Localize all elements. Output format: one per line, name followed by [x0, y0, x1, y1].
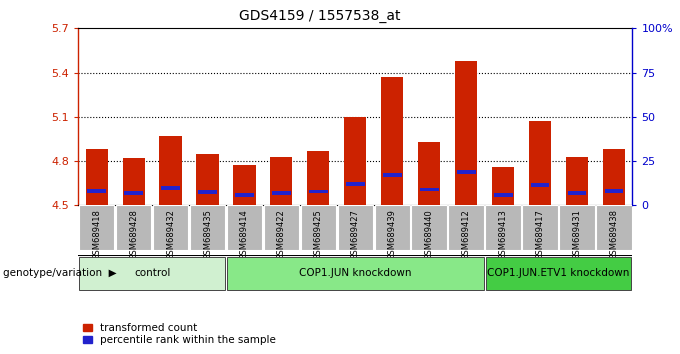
Text: GSM689431: GSM689431 [573, 209, 581, 260]
Bar [346, 182, 364, 186]
Text: GSM689439: GSM689439 [388, 209, 396, 260]
Bar [122, 158, 145, 205]
Bar [383, 173, 402, 177]
Bar [87, 189, 106, 193]
Text: GSM689412: GSM689412 [462, 209, 471, 259]
FancyBboxPatch shape [79, 205, 114, 250]
Bar [307, 151, 329, 205]
Text: GSM689413: GSM689413 [498, 209, 507, 260]
Text: GSM689422: GSM689422 [277, 209, 286, 259]
Bar [418, 142, 440, 205]
Bar [86, 149, 107, 205]
FancyBboxPatch shape [448, 205, 484, 250]
Legend: transformed count, percentile rank within the sample: transformed count, percentile rank withi… [84, 323, 276, 345]
Bar [603, 149, 625, 205]
Bar [529, 121, 551, 205]
FancyBboxPatch shape [522, 205, 558, 250]
Text: GSM689417: GSM689417 [536, 209, 545, 260]
Bar [233, 166, 256, 205]
Text: GSM689418: GSM689418 [92, 209, 101, 260]
Bar [309, 190, 328, 193]
FancyBboxPatch shape [190, 205, 225, 250]
Bar [161, 186, 180, 190]
Text: GSM689432: GSM689432 [166, 209, 175, 260]
Text: GSM689428: GSM689428 [129, 209, 138, 260]
Bar [566, 156, 588, 205]
Text: GSM689414: GSM689414 [240, 209, 249, 259]
Bar [271, 156, 292, 205]
Bar [457, 170, 475, 173]
FancyBboxPatch shape [227, 257, 483, 290]
Text: control: control [134, 268, 170, 278]
Bar [344, 117, 367, 205]
FancyBboxPatch shape [559, 205, 595, 250]
Bar [492, 167, 514, 205]
Text: GSM689435: GSM689435 [203, 209, 212, 260]
FancyBboxPatch shape [411, 205, 447, 250]
Bar [381, 77, 403, 205]
Bar [124, 191, 143, 195]
Bar [420, 188, 439, 192]
FancyBboxPatch shape [153, 205, 188, 250]
FancyBboxPatch shape [301, 205, 336, 250]
Bar [272, 191, 291, 195]
Bar [568, 191, 586, 195]
Text: GSM689427: GSM689427 [351, 209, 360, 260]
FancyBboxPatch shape [264, 205, 299, 250]
FancyBboxPatch shape [226, 205, 262, 250]
FancyBboxPatch shape [486, 257, 631, 290]
Text: genotype/variation  ▶: genotype/variation ▶ [3, 268, 117, 278]
Text: GSM689425: GSM689425 [314, 209, 323, 259]
Text: GSM689438: GSM689438 [609, 209, 618, 260]
Bar [160, 136, 182, 205]
Text: GSM689440: GSM689440 [425, 209, 434, 259]
Text: COP1.JUN.ETV1 knockdown: COP1.JUN.ETV1 knockdown [488, 268, 630, 278]
FancyBboxPatch shape [596, 205, 632, 250]
Bar [494, 193, 513, 197]
Bar [235, 193, 254, 196]
Bar [198, 190, 217, 194]
Bar [605, 189, 624, 193]
Bar [197, 154, 218, 205]
Text: COP1.JUN knockdown: COP1.JUN knockdown [299, 268, 411, 278]
FancyBboxPatch shape [116, 205, 152, 250]
FancyBboxPatch shape [80, 257, 225, 290]
FancyBboxPatch shape [486, 205, 521, 250]
FancyBboxPatch shape [375, 205, 410, 250]
Text: GDS4159 / 1557538_at: GDS4159 / 1557538_at [239, 9, 401, 23]
Bar [530, 183, 549, 187]
FancyBboxPatch shape [337, 205, 373, 250]
Bar [455, 61, 477, 205]
